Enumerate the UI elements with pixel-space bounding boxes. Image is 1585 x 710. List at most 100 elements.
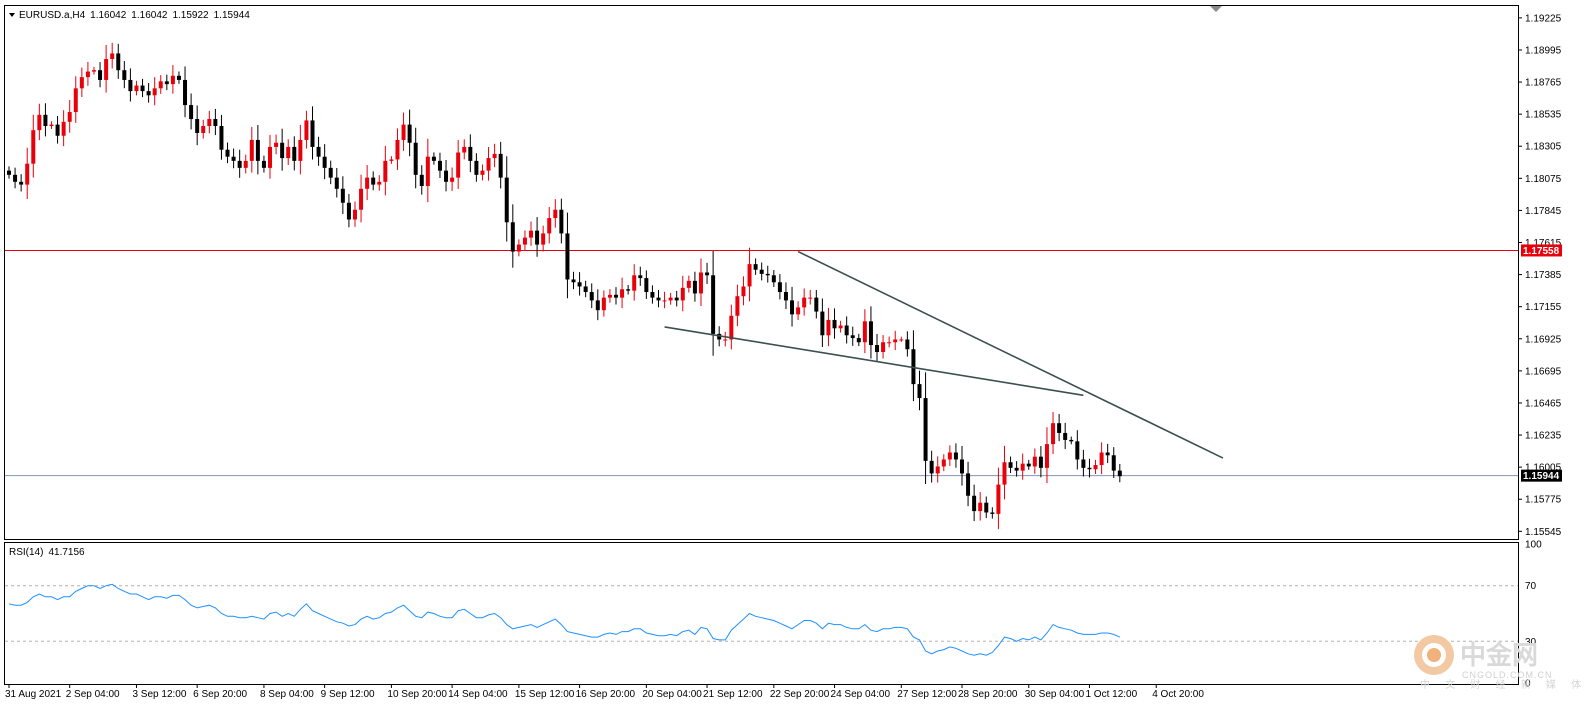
price-axis-label: 1.18305 — [1525, 142, 1562, 153]
bear-candle — [280, 142, 285, 159]
bear-candle — [334, 177, 339, 189]
price-axis-label: 1.18765 — [1525, 78, 1562, 89]
bull-candle — [395, 139, 400, 160]
bull-candle — [61, 121, 66, 136]
bear-candle — [128, 79, 133, 92]
bear-candle — [261, 160, 266, 168]
bear-candle — [225, 149, 230, 157]
symbol-dropdown-icon[interactable] — [9, 13, 15, 17]
time-axis-label: 1 Oct 12:00 — [1085, 689, 1137, 700]
bull-candle — [450, 177, 455, 182]
bull-candle — [492, 153, 497, 159]
bear-candle — [644, 278, 649, 293]
bull-candle — [1002, 462, 1007, 485]
bear-candle — [990, 512, 995, 514]
current-price-tag — [1521, 469, 1562, 482]
bear-candle — [1105, 452, 1110, 456]
bull-candle — [1099, 452, 1104, 466]
bull-candle — [110, 53, 115, 60]
time-axis-label: 10 Sep 20:00 — [387, 689, 447, 700]
price-axis-label: 1.18075 — [1525, 174, 1562, 185]
bear-candle — [1038, 456, 1043, 468]
bull-candle — [996, 484, 1001, 514]
time-axis-label: 8 Sep 04:00 — [260, 689, 314, 700]
bear-candle — [711, 275, 716, 334]
bear-candle — [777, 282, 782, 293]
header-close: 1.15944 — [214, 10, 251, 21]
bear-candle — [219, 125, 224, 150]
time-axis-label: 2 Sep 04:00 — [66, 689, 120, 700]
bull-candle — [662, 300, 667, 302]
price-axis-label: 1.17845 — [1525, 206, 1562, 217]
bear-candle — [237, 160, 242, 168]
watermark: 中金网 CNGOLD.COM.CN 中 文 财 经 新 媒 体 — [1414, 635, 1581, 691]
bear-candle — [923, 398, 928, 461]
bull-candle — [668, 297, 673, 301]
bull-candle — [941, 459, 946, 467]
bear-candle — [929, 460, 934, 474]
rsi-panel-frame — [4, 542, 1519, 685]
bull-candle — [274, 142, 279, 147]
watermark-cn: 中金网 — [1460, 640, 1538, 671]
time-axis-label: 9 Sep 12:00 — [321, 689, 375, 700]
bull-candle — [607, 294, 612, 298]
bull-candle — [723, 339, 728, 341]
bear-candle — [340, 188, 345, 203]
bull-candle — [1044, 444, 1049, 468]
bull-candle — [522, 237, 527, 245]
rsi-axis-label: 30 — [1525, 637, 1537, 648]
bull-candle — [516, 244, 521, 252]
bear-candle — [1008, 462, 1013, 468]
resistance-price-tag — [1521, 244, 1562, 257]
bear-candle — [98, 70, 103, 80]
time-axis-label: 27 Sep 12:00 — [897, 689, 957, 700]
bull-candle — [1020, 463, 1025, 471]
bear-candle — [310, 120, 315, 147]
bear-candle — [535, 230, 540, 245]
bull-candle — [91, 70, 96, 72]
bull-candle — [529, 230, 534, 238]
bear-candle — [322, 156, 327, 168]
bear-candle — [1081, 459, 1086, 468]
price-axis-label: 1.17385 — [1525, 270, 1562, 281]
bear-candle — [626, 289, 631, 291]
bear-candle — [474, 160, 479, 175]
price-axis-label: 1.19225 — [1525, 13, 1562, 24]
bull-candle — [796, 307, 801, 315]
bear-candle — [122, 70, 127, 80]
bear-candle — [346, 202, 351, 220]
price-axis-label: 1.15545 — [1525, 527, 1562, 538]
price-axis-label: 1.18535 — [1525, 110, 1562, 121]
watermark-en: CNGOLD.COM.CN — [1462, 670, 1553, 680]
bear-candle — [140, 85, 145, 92]
bull-candle — [632, 275, 637, 291]
bull-candle — [286, 146, 291, 159]
bear-candle — [19, 181, 24, 185]
bear-candle — [231, 156, 236, 161]
bull-candle — [729, 315, 734, 340]
bull-candle — [698, 272, 703, 294]
header-symbol: EURUSD.a,H4 — [19, 10, 86, 21]
bull-candle — [456, 152, 461, 178]
bear-candle — [850, 335, 855, 339]
bull-candle — [304, 120, 309, 140]
bull-candle — [170, 75, 175, 85]
bull-candle — [298, 139, 303, 161]
price-axis-label: 1.17155 — [1525, 302, 1562, 313]
bull-candle — [67, 112, 72, 122]
bull-candle — [747, 264, 752, 287]
bull-candle — [37, 114, 42, 131]
bull-candle — [808, 297, 813, 299]
bear-candle — [195, 119, 200, 133]
bull-candle — [359, 188, 364, 210]
bear-candle — [674, 297, 679, 301]
bull-candle — [620, 289, 625, 298]
bull-candle — [1093, 465, 1098, 470]
rsi-axis-label: 0 — [1525, 679, 1531, 690]
chart-shift-marker-icon[interactable] — [1210, 6, 1222, 12]
bull-candle — [249, 139, 254, 161]
rsi-label: RSI(14) — [9, 547, 43, 558]
bull-candle — [893, 339, 898, 343]
bull-candle — [802, 297, 807, 308]
